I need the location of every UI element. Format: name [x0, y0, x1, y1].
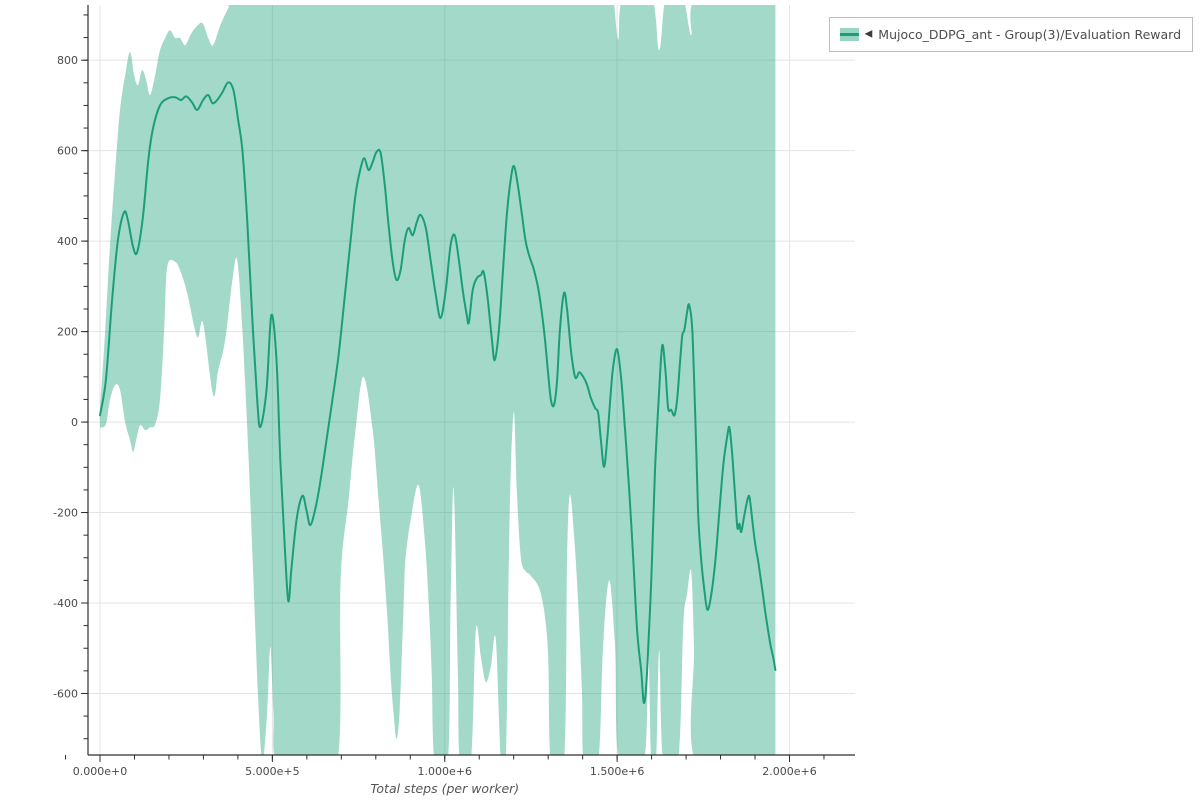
- y-tick-label: -600: [53, 687, 78, 700]
- x-tick-label: 2.000e+6: [762, 765, 816, 778]
- legend-line-swatch: [839, 33, 859, 36]
- mean-reward-line: [99, 81, 777, 705]
- tick-marks: [65, 14, 825, 762]
- legend[interactable]: ◀ Mujoco_DDPG_ant - Group(3)/Evaluation …: [828, 17, 1193, 52]
- axes: [87, 5, 855, 756]
- legend-triangle-icon: ◀: [864, 28, 873, 39]
- x-tick-label: 1.000e+6: [418, 765, 472, 778]
- gridlines: [88, 5, 855, 755]
- x-tick-labels: 0.000e+0 5.000e+5 1.000e+6 1.500e+6 2.000e+6: [73, 765, 817, 778]
- legend-swatch-icon: [839, 28, 859, 41]
- x-tick-label: 0.000e+0: [73, 765, 127, 778]
- legend-label: Mujoco_DDPG_ant - Group(3)/Evaluation Re…: [878, 27, 1181, 42]
- confidence-band: [100, 5, 776, 755]
- x-tick-label: 5.000e+5: [245, 765, 299, 778]
- y-tick-labels: 800 600 400 200 0 -200 -400 -600: [53, 54, 78, 700]
- x-axis-title: Total steps (per worker): [370, 781, 519, 796]
- y-tick-label: -400: [53, 597, 78, 610]
- y-tick-label: 600: [57, 144, 78, 157]
- y-tick-label: -200: [53, 506, 78, 519]
- y-tick-label: 200: [57, 325, 78, 338]
- x-tick-label: 1.500e+6: [590, 765, 644, 778]
- y-tick-label: 800: [57, 54, 78, 67]
- y-tick-label: 400: [57, 235, 78, 248]
- y-tick-label: 0: [71, 416, 78, 429]
